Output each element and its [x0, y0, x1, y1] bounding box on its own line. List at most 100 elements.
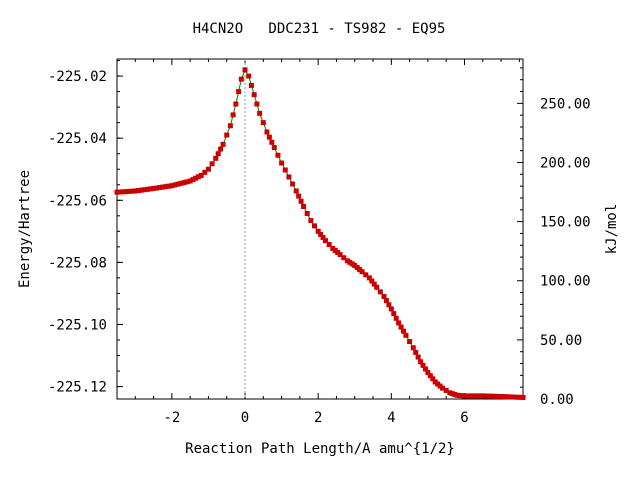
data-point [430, 376, 436, 382]
data-point [422, 366, 428, 372]
data-point [304, 210, 310, 216]
data-point [169, 183, 175, 189]
data-point [468, 393, 474, 399]
data-point [410, 345, 416, 351]
data-point [465, 393, 471, 399]
data-point [507, 394, 513, 400]
data-point [366, 275, 372, 281]
data-point [141, 187, 147, 193]
y2-axis-label: kJ/mol [604, 204, 620, 255]
data-point [251, 92, 257, 98]
y2-tick-label: 0.00 [540, 392, 574, 408]
data-point [480, 393, 486, 399]
plot-frame [116, 58, 524, 400]
data-point [308, 217, 314, 223]
data-point [391, 311, 397, 317]
data-point [198, 172, 204, 178]
data-point [415, 354, 421, 360]
data-point [403, 332, 409, 338]
data-point [440, 385, 446, 391]
data-point [386, 302, 392, 308]
data-point [413, 349, 419, 355]
data-point [374, 284, 380, 290]
data-point [144, 186, 150, 192]
data-point [398, 324, 404, 330]
data-point [154, 185, 160, 191]
data-point [236, 89, 242, 95]
y-tick-label: -225.08 [48, 255, 107, 271]
data-point [264, 129, 270, 135]
x-tick-label: 2 [314, 410, 322, 426]
data-point [498, 394, 504, 400]
data-point [151, 185, 157, 191]
data-point [117, 189, 123, 195]
data-point [474, 393, 480, 399]
data-point [163, 184, 169, 190]
data-point [166, 183, 172, 189]
y-tick-label: -225.10 [48, 317, 107, 333]
data-point [517, 394, 523, 400]
data-point [209, 161, 215, 167]
x-axis-label: Reaction Path Length/A amu^{1/2} [185, 441, 455, 457]
data-point [148, 186, 154, 192]
data-point [337, 252, 343, 258]
data-point [393, 315, 399, 321]
data-point [315, 228, 321, 234]
data-point [511, 394, 517, 400]
data-point [326, 242, 332, 248]
data-point [420, 362, 426, 368]
data-point [298, 198, 304, 204]
data-point [233, 101, 239, 107]
data-point [489, 393, 495, 399]
data-point [504, 394, 510, 400]
x-tick-label: 4 [387, 410, 395, 426]
data-point [290, 181, 296, 187]
data-point [279, 160, 285, 166]
data-point [418, 359, 424, 365]
data-point [254, 101, 260, 107]
data-point [190, 177, 196, 183]
data-point [257, 110, 263, 116]
data-point [425, 370, 431, 376]
data-point [138, 187, 144, 193]
data-point [341, 255, 347, 261]
data-point [205, 166, 211, 172]
data-point [275, 152, 281, 158]
data-point [271, 144, 277, 150]
data-point [427, 373, 433, 379]
data-point [312, 223, 318, 229]
data-point [175, 181, 181, 187]
data-point [184, 179, 190, 185]
data-point [477, 393, 483, 399]
data-point [202, 169, 208, 175]
data-point [514, 394, 520, 400]
data-point [218, 146, 224, 152]
data-point [461, 393, 467, 399]
y2-tick-label: 150.00 [540, 215, 591, 231]
data-point [178, 180, 184, 186]
data-point [242, 67, 248, 73]
data-point [318, 231, 324, 237]
data-point [369, 278, 375, 284]
data-point [396, 320, 402, 326]
data-point [269, 139, 275, 145]
data-point [383, 298, 389, 304]
data-point [407, 339, 413, 345]
data-point [501, 394, 507, 400]
data-point [266, 134, 272, 140]
data-point [227, 123, 233, 129]
data-point [363, 272, 369, 278]
chart-title: H4CN2O DDC231 - TS982 - EQ95 [193, 21, 446, 37]
data-point [322, 238, 328, 244]
y2-tick-label: 200.00 [540, 155, 591, 171]
data-point [160, 184, 166, 190]
y-axis-label: Energy/Hartree [17, 170, 33, 288]
data-point [381, 294, 387, 300]
data-point [195, 174, 201, 180]
data-point [443, 387, 449, 393]
data-point [495, 393, 501, 399]
data-point [286, 174, 292, 180]
y2-tick-labels: 0.00 50.00 100.00 150.00 200.00 250.00 [540, 96, 591, 408]
x-tick-label: 6 [460, 410, 468, 426]
